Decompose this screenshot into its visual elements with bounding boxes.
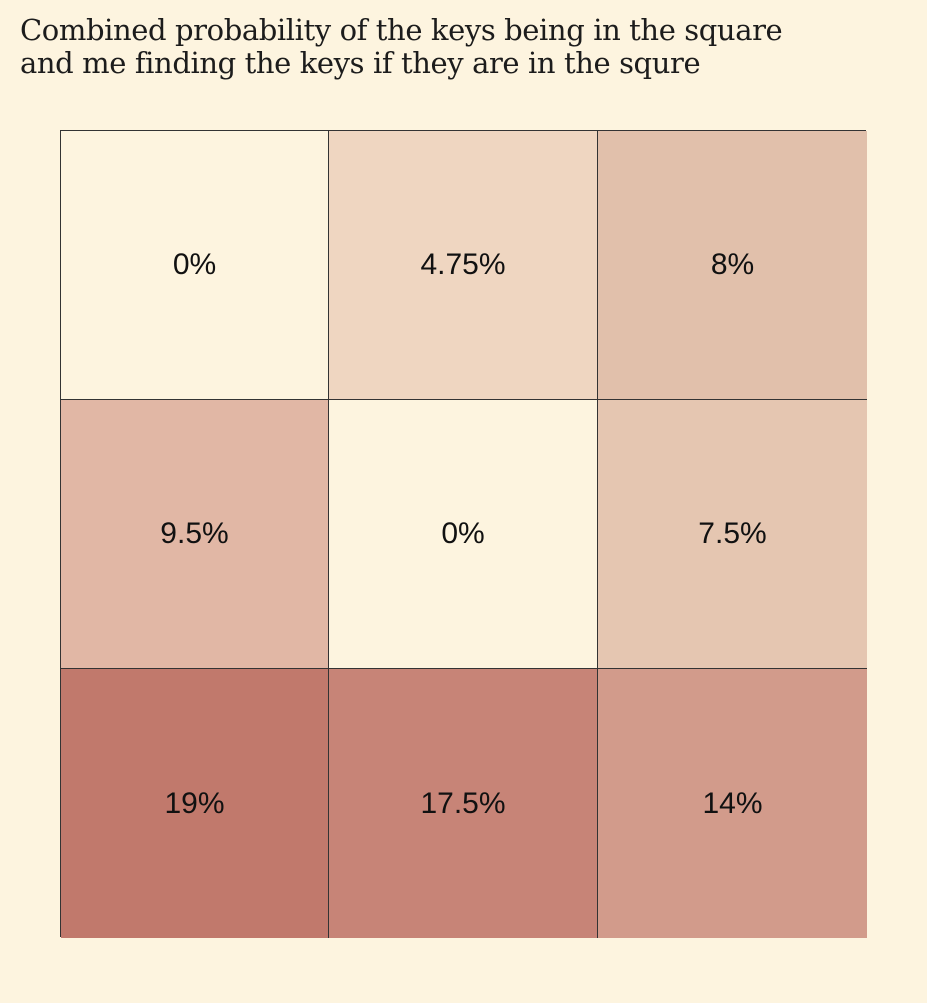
heatmap-cell-label: 8% — [710, 248, 755, 281]
heatmap-cell-label: 0% — [441, 517, 485, 550]
heatmap-cell-r2-c1: 9.5% — [61, 400, 329, 669]
heatmap-cell-r3-c3: 14% — [598, 669, 867, 938]
chart-title-line-2: and me finding the keys if they are in t… — [20, 46, 701, 80]
heatmap-cell-r1-c2: 4.75% — [329, 131, 598, 400]
heatmap-grid: 0% 4.75% 8% 9.5% 0% 7.5% 19% 17.5% 14% — [60, 130, 867, 938]
heatmap-cell-r2-c3: 7.5% — [598, 400, 867, 669]
heatmap-cell-label: 19% — [164, 786, 225, 820]
heatmap-cell-label: 0% — [172, 248, 217, 281]
heatmap-cell-label: 4.75% — [420, 248, 506, 281]
heatmap-cell-label: 7.5% — [698, 517, 767, 550]
heatmap-cell-label: 9.5% — [160, 517, 229, 550]
heatmap-cell-r2-c2: 0% — [329, 400, 598, 669]
chart-title-line-1: Combined probability of the keys being i… — [20, 13, 783, 47]
heatmap-cell-label: 17.5% — [420, 786, 506, 820]
heatmap-cell-r1-c3: 8% — [598, 131, 867, 400]
heatmap-cell-r3-c1: 19% — [61, 669, 329, 938]
heatmap-cell-label: 14% — [702, 786, 763, 820]
heatmap-cell-r3-c2: 17.5% — [329, 669, 598, 938]
chart-title: Combined probability of the keys being i… — [20, 13, 783, 80]
heatmap-cell-r1-c1: 0% — [61, 131, 329, 400]
